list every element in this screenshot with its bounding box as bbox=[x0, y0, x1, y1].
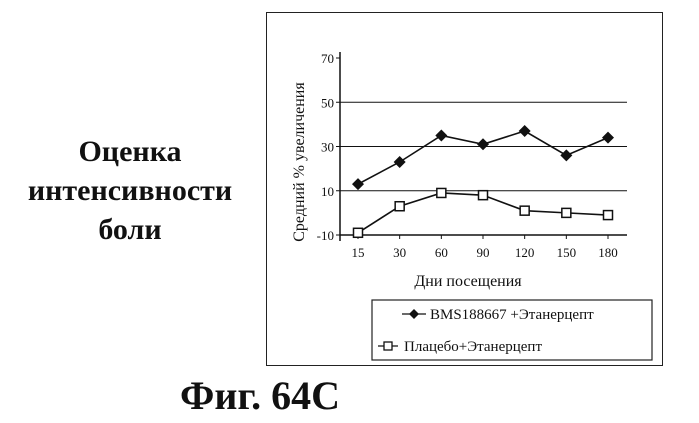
series-1-point-1 bbox=[352, 178, 364, 191]
x-ticks: 15 30 60 90 120 150 180 bbox=[352, 235, 618, 260]
series-2-point-2 bbox=[394, 200, 405, 212]
legend-marker-square bbox=[383, 341, 393, 351]
series-2-point-4 bbox=[477, 189, 489, 201]
legend-label-2: Плацебо+Этанерцепт bbox=[404, 339, 542, 355]
series-1-point-6 bbox=[560, 149, 573, 162]
series-1 bbox=[352, 125, 614, 191]
series-1-point-2 bbox=[393, 155, 406, 168]
side-title-line-2: интенсивности bbox=[27, 174, 233, 207]
series-2-point-6 bbox=[561, 207, 572, 219]
y-axis-label: Средний % увеличения bbox=[291, 82, 308, 242]
side-title-line-3: боли bbox=[98, 213, 162, 246]
side-title: Оценка интенсивности боли bbox=[0, 132, 260, 249]
side-title-line-1: Оценка bbox=[78, 135, 182, 168]
figure-caption: Фиг. 64C bbox=[180, 373, 340, 418]
y-tick-label-3: 30 bbox=[321, 140, 334, 155]
legend-item-2: Плацебо+Этанерцепт bbox=[378, 339, 542, 355]
series-2 bbox=[352, 187, 614, 239]
x-tick-label-4: 90 bbox=[477, 245, 490, 260]
x-tick-label-6: 150 bbox=[557, 245, 577, 260]
legend-label-1: BMS188667 +Этанерцепт bbox=[430, 307, 594, 323]
x-tick-label-3: 60 bbox=[435, 245, 448, 260]
legend-item-1: BMS188667 +Этанерцепт bbox=[402, 307, 594, 323]
x-tick-label-1: 15 bbox=[352, 245, 365, 260]
series-1-point-3 bbox=[435, 129, 448, 142]
series-1-point-7 bbox=[602, 131, 614, 144]
series-1-point-4 bbox=[477, 138, 489, 151]
series bbox=[352, 125, 614, 239]
legend: BMS188667 +Этанерцепт Плацебо+Этанерцепт bbox=[371, 299, 653, 361]
y-tick-label-4: 50 bbox=[321, 95, 334, 110]
legend-box bbox=[371, 299, 653, 361]
x-tick-label-7: 180 bbox=[598, 245, 618, 260]
series-2-point-3 bbox=[436, 187, 447, 199]
y-tick-label-2: 10 bbox=[321, 184, 334, 199]
y-tick-label-5: 70 bbox=[321, 51, 334, 66]
x-axis-label: Дни посещения bbox=[414, 273, 522, 290]
legend-marker-diamond bbox=[409, 309, 419, 319]
y-ticks: -10 10 30 50 70 bbox=[317, 51, 340, 243]
x-tick-label-2: 30 bbox=[393, 245, 406, 260]
series-2-point-7 bbox=[602, 209, 614, 221]
series-2-point-1 bbox=[352, 227, 364, 239]
y-tick-label-1: -10 bbox=[317, 228, 334, 243]
series-1-point-5 bbox=[518, 125, 531, 138]
x-tick-label-5: 120 bbox=[515, 245, 535, 260]
series-2-point-5 bbox=[519, 205, 530, 216]
chart-frame bbox=[266, 12, 663, 366]
